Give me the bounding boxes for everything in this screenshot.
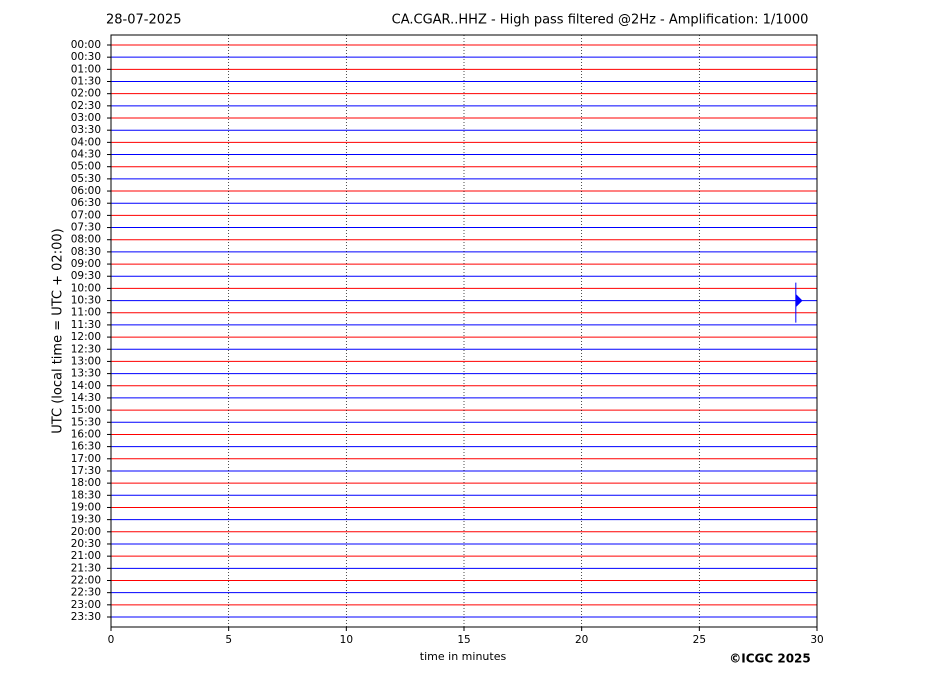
plot-frame: [110, 34, 818, 628]
y-tick-label: 01:30: [71, 76, 101, 88]
y-tick-label: 17:00: [71, 453, 101, 465]
y-tick-label: 04:00: [71, 136, 101, 148]
chart-title: CA.CGAR..HHZ - High pass filtered @2Hz -…: [392, 13, 809, 28]
y-axis-label: UTC (local time = UTC + 02:00): [51, 228, 66, 433]
y-tick-label: 22:00: [71, 574, 101, 586]
y-tick-label: 11:30: [71, 319, 101, 331]
y-tick-label: 00:00: [71, 39, 101, 51]
event-signal: [795, 282, 803, 323]
x-tick-label: 10: [340, 634, 353, 646]
y-tick-label: 02:00: [71, 88, 101, 100]
y-tick-label: 01:00: [71, 63, 101, 75]
y-tick-label: 18:30: [71, 489, 101, 501]
y-tick-label: 09:30: [71, 270, 101, 282]
y-tick-label: 09:00: [71, 258, 101, 270]
x-tick-label: 5: [225, 634, 232, 646]
y-tick-label: 14:30: [71, 392, 101, 404]
y-tick-label: 15:30: [71, 416, 101, 428]
y-tick-label: 04:30: [71, 149, 101, 161]
y-tick-label: 10:00: [71, 282, 101, 294]
y-tick-label: 10:30: [71, 295, 101, 307]
y-tick-label: 20:30: [71, 538, 101, 550]
y-tick-label: 19:00: [71, 501, 101, 513]
y-tick-label: 13:00: [71, 355, 101, 367]
y-tick-label: 21:00: [71, 550, 101, 562]
y-tick-label: 20:00: [71, 526, 101, 538]
y-tick-label: 11:00: [71, 307, 101, 319]
y-tick-label: 12:00: [71, 331, 101, 343]
y-tick-label: 07:30: [71, 222, 101, 234]
y-tick-label: 00:30: [71, 51, 101, 63]
y-tick-label: 07:00: [71, 209, 101, 221]
y-tick-label: 21:30: [71, 562, 101, 574]
y-tick-label: 15:00: [71, 404, 101, 416]
x-axis-label: time in minutes: [420, 650, 507, 663]
x-tick-label: 20: [575, 634, 588, 646]
y-tick-label: 06:30: [71, 197, 101, 209]
y-tick-label: 08:30: [71, 246, 101, 258]
y-tick-label: 13:30: [71, 368, 101, 380]
y-tick-label: 22:30: [71, 587, 101, 599]
chart-date: 28-07-2025: [106, 13, 182, 28]
y-tick-label: 23:30: [71, 611, 101, 623]
copyright: ©ICGC 2025: [729, 652, 811, 666]
y-tick-label: 17:30: [71, 465, 101, 477]
y-tick-label: 23:00: [71, 599, 101, 611]
y-tick-label: 08:00: [71, 234, 101, 246]
x-tick-label: 15: [457, 634, 470, 646]
y-tick-label: 12:30: [71, 343, 101, 355]
x-tick-label: 0: [108, 634, 115, 646]
x-tick-label: 30: [810, 634, 823, 646]
y-tick-label: 16:00: [71, 428, 101, 440]
y-tick-label: 14:00: [71, 380, 101, 392]
y-tick-label: 16:30: [71, 441, 101, 453]
y-tick-label: 19:30: [71, 514, 101, 526]
y-tick-label: 18:00: [71, 477, 101, 489]
y-tick-label: 05:00: [71, 161, 101, 173]
y-tick-label: 03:00: [71, 112, 101, 124]
y-tick-label: 05:30: [71, 173, 101, 185]
x-tick-label: 25: [693, 634, 706, 646]
y-tick-label: 03:30: [71, 124, 101, 136]
y-tick-label: 06:00: [71, 185, 101, 197]
y-tick-label: 02:30: [71, 100, 101, 112]
